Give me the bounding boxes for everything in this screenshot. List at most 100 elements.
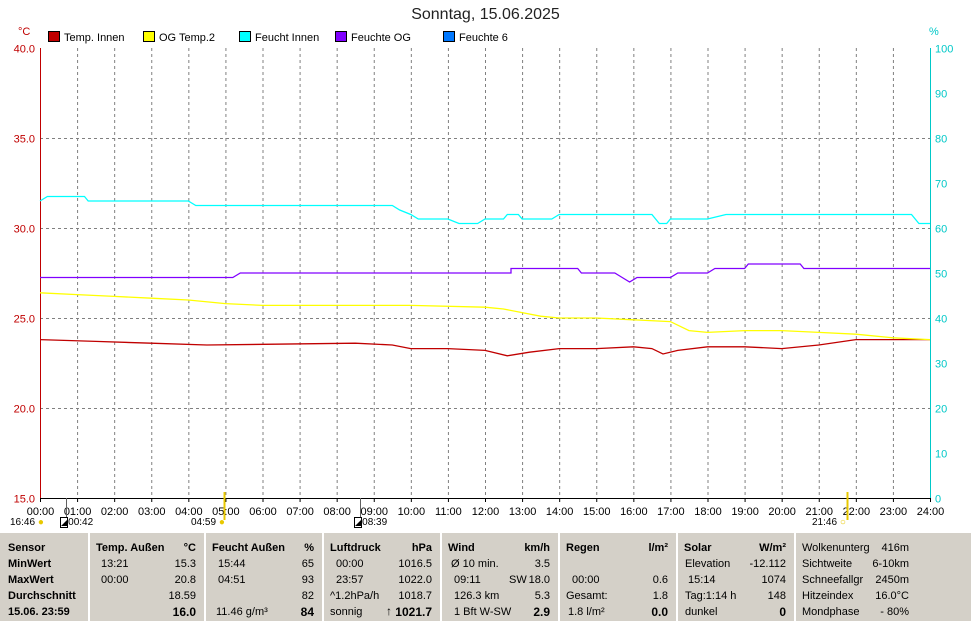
hum-current: 84 (300, 605, 314, 619)
wind-max-dir: SW (509, 574, 527, 586)
x-tick-label: 23:00 (880, 506, 908, 518)
solar-panel: Solar W/m² Elevation -12.112 15:14 1074 … (678, 533, 796, 621)
press-current: 1021.7 (395, 605, 432, 619)
y-right-tick-label: 30 (935, 359, 947, 371)
y-left-tick-label: 30.0 (14, 224, 35, 236)
hum-min-time: 15:44 (218, 558, 246, 570)
y-right-tick-label: 20 (935, 404, 947, 416)
x-tick-label: 11:00 (435, 506, 462, 518)
y-right-tick-label: 0 (935, 494, 941, 506)
humidity-unit: % (304, 542, 314, 554)
solar-max-time: 15:14 (688, 574, 716, 586)
snowline-label: Schneefallgr (802, 574, 864, 586)
x-tick-label: 19:00 (731, 506, 759, 518)
legend-swatch (48, 31, 60, 42)
solar-elevation-label: Elevation (685, 558, 731, 570)
rain-max-value: 0.6 (652, 574, 668, 586)
press-min-time: 00:00 (336, 558, 364, 570)
wind-run: 126.3 km (454, 590, 500, 602)
legend-item: Feuchte 6 (443, 31, 508, 44)
legend-label: Feuchte OG (351, 32, 411, 44)
hum-min-value: 65 (301, 558, 314, 570)
x-tick-label: 21:00 (805, 506, 833, 518)
y-right-tick-label: 80 (935, 134, 947, 146)
wind-panel: Wind km/h Ø 10 min. 3.5 09:11 SW 18.0 12… (442, 533, 560, 621)
press-min-value: 1016.5 (398, 558, 432, 570)
hum-absolute: 11.46 g/m³ (216, 606, 268, 618)
heat-index-label: Hitzeindex (802, 590, 854, 602)
y-left-tick-label: 15.0 (14, 494, 35, 506)
y-left-tick-label: 25.0 (14, 314, 35, 326)
press-trend-label: ^1.2hPa/h (330, 590, 380, 602)
press-trend-value: 1018.7 (398, 590, 432, 602)
x-tick-label: 10:00 (398, 506, 426, 518)
y-right-tick-label: 50 (935, 269, 947, 281)
x-tick-label: 12:00 (472, 506, 500, 518)
hum-max-time: 04:51 (218, 574, 246, 586)
solar-header: Solar (684, 542, 712, 554)
x-tick-label: 02:00 (101, 506, 129, 518)
temp-min-value: 15.3 (174, 558, 196, 570)
rain-day: 1.8 l/m² (568, 606, 605, 618)
temp-max-time: 00:00 (101, 574, 129, 586)
rain-time: 00:00 (572, 574, 600, 586)
y-right-tick-label: 10 (935, 449, 947, 461)
legend-label: Feuchte 6 (459, 32, 508, 44)
x-tick-label: 07:00 (286, 506, 314, 518)
y-right-tick-label: 40 (935, 314, 947, 326)
sunset-marker: 21:46 ○ (812, 517, 846, 528)
left-axis-unit: °C (18, 26, 31, 38)
y-right-tick-label: 70 (935, 179, 947, 191)
wind-max-value: 18.0 (528, 574, 550, 586)
wind-beaufort: 1 Bft W-SW (454, 606, 512, 618)
min-label: MinWert (8, 558, 52, 570)
max-label: MaxWert (8, 574, 54, 586)
x-tick-label: 04:00 (175, 506, 203, 518)
x-tick-label: 01:00 (64, 506, 92, 518)
cloud-base-value: 416m (881, 542, 909, 554)
series-line-temp-innen (39, 338, 930, 357)
wind-avg-label: Ø 10 min. (451, 558, 499, 570)
extra-panel: Wolkenunterg 416m Sichtweite 6-10km Schn… (796, 533, 971, 621)
legend-swatch (335, 31, 347, 42)
avg-label: Durchschnitt (8, 590, 76, 602)
solar-unit: W/m² (759, 542, 786, 554)
wind-run-value: 5.3 (534, 590, 550, 602)
x-tick-label: 17:00 (657, 506, 685, 518)
x-tick-label: 22:00 (843, 506, 871, 518)
x-tick-label: 09:00 (360, 506, 388, 518)
temp-unit: °C (183, 542, 196, 554)
sensor-panel: Sensor MinWert MaxWert Durchschnitt 15.0… (0, 533, 90, 621)
sunrise-marker: 04:59 ● (191, 517, 225, 528)
legend-swatch (239, 31, 251, 42)
y-right-tick-label: 60 (935, 224, 947, 236)
trend-arrow-icon: ↑ (386, 604, 392, 618)
y-left-tick-label: 35.0 (14, 134, 35, 146)
sun-marker-left: 16:46 ● (10, 517, 44, 528)
legend-label: Feucht Innen (255, 32, 320, 44)
heat-index-value: 16.0°C (875, 590, 909, 602)
wind-max-time: 09:11 (454, 574, 481, 586)
legend-item: Feuchte OG (335, 31, 411, 44)
legend-label: OG Temp.2 (159, 32, 216, 44)
series-line-og-temp-2 (39, 292, 931, 341)
right-axis-unit: % (929, 26, 939, 38)
solar-max-value: 1074 (761, 574, 786, 586)
moon-marker-a: ◢00:42 (60, 517, 94, 528)
series-line-feucht-innen (39, 195, 930, 225)
press-max-value: 1022.0 (398, 574, 432, 586)
moon-phase-value: - 80% (880, 606, 909, 618)
chart-title: Sonntag, 15.06.2025 (411, 6, 560, 23)
visibility-value: 6-10km (872, 558, 909, 570)
hum-max-value: 93 (301, 574, 314, 586)
temp-panel: Temp. Außen °C 13:21 15.3 00:00 20.8 18.… (90, 533, 206, 621)
pressure-header: Luftdruck (330, 542, 381, 554)
legend-item: OG Temp.2 (143, 31, 215, 44)
wind-unit: km/h (524, 542, 550, 554)
wind-avg-value: 3.5 (534, 558, 550, 570)
solar-state: dunkel (685, 606, 718, 618)
press-max-time: 23:57 (336, 574, 364, 586)
sensor-header: Sensor (8, 542, 46, 554)
legend-item: Feucht Innen (239, 31, 319, 44)
legend-label: Temp. Innen (64, 32, 125, 44)
